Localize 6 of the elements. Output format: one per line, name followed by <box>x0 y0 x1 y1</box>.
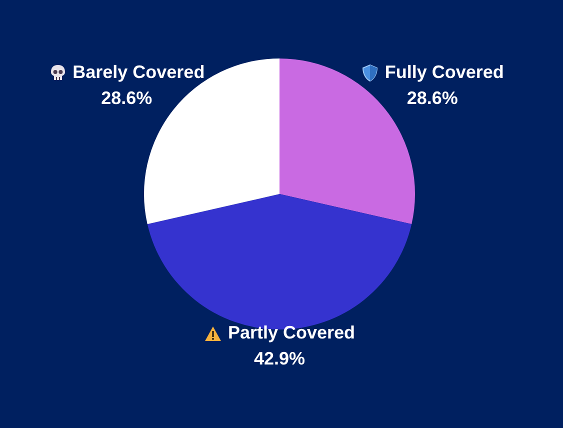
slice-label: Partly Covered <box>228 322 356 342</box>
data-label: 28.6% <box>101 88 152 108</box>
data-label: 42.9% <box>254 348 306 368</box>
data-label: 28.6% <box>406 88 458 108</box>
slice-label: Barely Covered <box>72 62 205 82</box>
slice-label: Fully Covered <box>384 62 504 82</box>
